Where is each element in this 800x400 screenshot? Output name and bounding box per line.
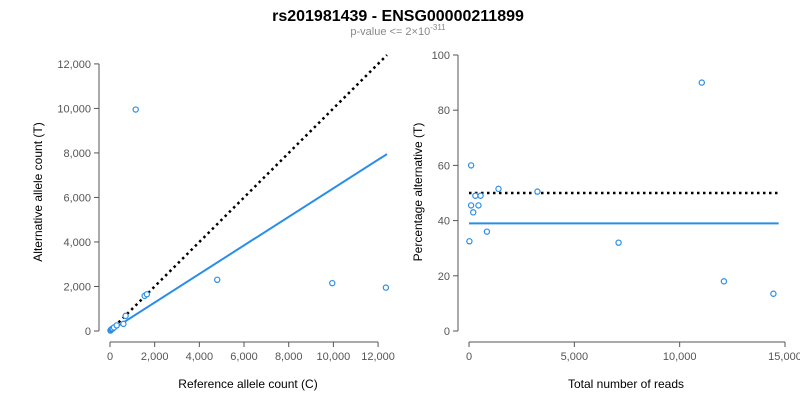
right-scatter-panel: Total number of reads Percentage alterna… [411,50,800,391]
right-y-tick-label: 60 [438,160,450,172]
right-data-point [698,79,705,86]
right-data-point [472,192,479,199]
right-y-tick-label: 20 [438,271,450,283]
right-data-point [495,185,502,193]
right-x-axis-title: Total number of reads [568,377,684,391]
left-x-tick-label: 6,000 [230,351,258,363]
right-x-tick-label: 10,000 [663,351,697,363]
left-data-point [329,279,336,287]
left-x-tick-label: 10,000 [317,351,351,363]
left-reference-line [109,54,388,332]
right-data-point [483,228,491,235]
right-data-point [466,238,473,245]
right-y-tick-label: 100 [432,50,450,62]
subtitle-text: p-value <= 2×10 [350,26,430,38]
right-data-point [615,239,622,246]
left-data-point [132,106,139,113]
left-x-axis-title: Reference allele count (C) [178,377,317,391]
left-y-tick-label: 10,000 [57,103,91,115]
left-y-tick-label: 8,000 [63,148,91,160]
left-data-point [214,276,221,284]
right-y-tick-label: 0 [444,326,450,338]
right-x-tick-label: 0 [466,351,472,363]
right-data-point [467,202,475,209]
left-fit-line [109,153,388,332]
right-x-tick-label: 15,000 [768,351,800,363]
left-data-point [122,312,129,320]
left-y-tick-label: 4,000 [63,237,91,249]
right-data-point [475,202,482,209]
left-x-tick-label: 0 [107,351,113,363]
left-data-point [143,291,151,298]
left-y-tick-label: 2,000 [63,281,91,293]
chart-subtitle: p-value <= 2×10-311 [350,23,446,38]
left-y-tick-label: 0 [85,326,91,338]
right-y-tick-label: 40 [438,216,450,228]
right-data-point [470,209,477,216]
left-x-tick-label: 4,000 [186,351,214,363]
left-x-tick-label: 2,000 [141,351,169,363]
left-data-point [382,284,390,291]
right-data-point [770,290,777,297]
left-x-tick-label: 8,000 [275,351,303,363]
left-scatter-panel: Reference allele count (C) Alternative a… [31,54,395,391]
subtitle-exponent: -311 [430,23,446,32]
right-y-tick-label: 80 [438,105,450,117]
left-x-tick-label: 12,000 [361,351,395,363]
chart-title: rs201981439 - ENSG00000211899 [272,8,524,25]
left-data-point [120,320,127,328]
left-y-axis-title: Alternative allele count (T) [31,122,45,261]
left-data-point [113,322,120,329]
left-y-tick-label: 6,000 [63,192,91,204]
right-y-axis-title: Percentage alternative (T) [411,123,425,262]
right-data-point [534,188,541,195]
right-data-point [720,278,728,285]
right-x-tick-label: 5,000 [561,351,589,363]
right-data-point [467,162,475,169]
right-data-point [477,192,484,199]
left-y-tick-label: 12,000 [57,59,91,71]
